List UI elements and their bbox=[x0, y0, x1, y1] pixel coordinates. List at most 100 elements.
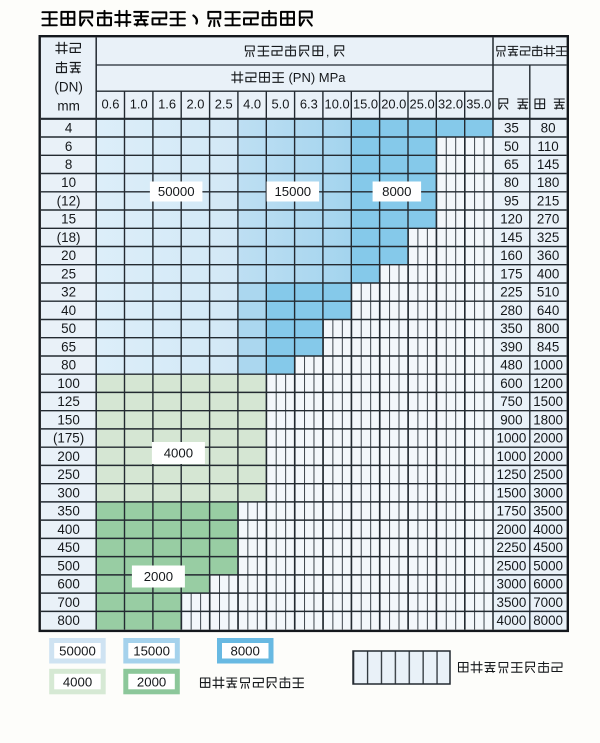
svg-text:360: 360 bbox=[537, 248, 559, 263]
svg-text:4.0: 4.0 bbox=[243, 97, 261, 112]
svg-text:50: 50 bbox=[504, 139, 519, 154]
svg-text:mm: mm bbox=[57, 99, 80, 114]
svg-text:480: 480 bbox=[500, 358, 522, 373]
svg-text:325: 325 bbox=[537, 230, 559, 245]
svg-text:1750: 1750 bbox=[497, 504, 527, 519]
svg-text:4000: 4000 bbox=[533, 522, 563, 537]
svg-text:900: 900 bbox=[500, 412, 522, 427]
svg-text:1250: 1250 bbox=[497, 467, 527, 482]
svg-text:8000: 8000 bbox=[231, 644, 260, 659]
svg-text:2000: 2000 bbox=[533, 431, 563, 446]
svg-text:270: 270 bbox=[537, 212, 559, 227]
svg-text:350: 350 bbox=[57, 504, 79, 519]
svg-text:4000: 4000 bbox=[164, 446, 193, 461]
svg-text:100: 100 bbox=[57, 376, 79, 391]
svg-text:2250: 2250 bbox=[497, 540, 527, 555]
svg-text:150: 150 bbox=[57, 412, 79, 427]
svg-text:1000: 1000 bbox=[533, 358, 563, 373]
svg-text:600: 600 bbox=[57, 577, 79, 592]
svg-text:4000: 4000 bbox=[63, 674, 92, 689]
svg-text:175: 175 bbox=[500, 267, 522, 282]
svg-text:800: 800 bbox=[57, 613, 79, 628]
svg-text:50000: 50000 bbox=[158, 184, 195, 199]
svg-text:160: 160 bbox=[500, 248, 522, 263]
svg-text:1500: 1500 bbox=[497, 485, 527, 500]
svg-text:15000: 15000 bbox=[133, 644, 170, 659]
svg-text:6.3: 6.3 bbox=[300, 97, 318, 112]
svg-text:(175): (175) bbox=[53, 431, 84, 446]
svg-text:80: 80 bbox=[61, 358, 76, 373]
svg-text:120: 120 bbox=[500, 212, 522, 227]
svg-text:6000: 6000 bbox=[533, 577, 563, 592]
svg-text:4: 4 bbox=[65, 121, 73, 136]
svg-text:25.0: 25.0 bbox=[410, 97, 435, 112]
svg-text:1000: 1000 bbox=[497, 431, 527, 446]
svg-text:1500: 1500 bbox=[533, 394, 563, 409]
svg-text:145: 145 bbox=[500, 230, 522, 245]
svg-text:1800: 1800 bbox=[533, 412, 563, 427]
svg-text:0.6: 0.6 bbox=[101, 97, 119, 112]
svg-text:20: 20 bbox=[61, 248, 76, 263]
svg-text:750: 750 bbox=[500, 394, 522, 409]
svg-text:400: 400 bbox=[537, 267, 559, 282]
svg-text:5000: 5000 bbox=[533, 558, 563, 573]
svg-text:3000: 3000 bbox=[497, 577, 527, 592]
svg-text:215: 215 bbox=[537, 194, 559, 209]
svg-text:390: 390 bbox=[500, 339, 522, 354]
svg-text:250: 250 bbox=[57, 467, 79, 482]
svg-text:180: 180 bbox=[537, 175, 559, 190]
svg-text:(18): (18) bbox=[57, 230, 81, 245]
svg-text:3000: 3000 bbox=[533, 485, 563, 500]
svg-text:600: 600 bbox=[500, 376, 522, 391]
svg-text:8000: 8000 bbox=[382, 184, 411, 199]
svg-text:10: 10 bbox=[61, 175, 76, 190]
svg-text:450: 450 bbox=[57, 540, 79, 555]
svg-text:510: 510 bbox=[537, 285, 559, 300]
svg-text:4500: 4500 bbox=[533, 540, 563, 555]
svg-text:800: 800 bbox=[537, 321, 559, 336]
svg-text:2000: 2000 bbox=[533, 449, 563, 464]
svg-text:845: 845 bbox=[537, 339, 559, 354]
svg-text:640: 640 bbox=[537, 303, 559, 318]
svg-text:2000: 2000 bbox=[137, 674, 166, 689]
svg-text:,: , bbox=[326, 45, 329, 59]
svg-text:2.0: 2.0 bbox=[186, 97, 204, 112]
svg-text:110: 110 bbox=[537, 139, 558, 154]
svg-text:50: 50 bbox=[61, 321, 76, 336]
svg-text:(PN) MPa: (PN) MPa bbox=[288, 70, 346, 85]
svg-text:125: 125 bbox=[57, 394, 79, 409]
svg-text:40: 40 bbox=[61, 303, 76, 318]
svg-text:32: 32 bbox=[61, 285, 76, 300]
svg-text:80: 80 bbox=[504, 175, 519, 190]
svg-text:35.0: 35.0 bbox=[466, 97, 491, 112]
svg-text:4000: 4000 bbox=[497, 613, 527, 628]
svg-text:95: 95 bbox=[504, 194, 519, 209]
svg-text:2500: 2500 bbox=[497, 558, 527, 573]
svg-text:1.6: 1.6 bbox=[158, 97, 176, 112]
svg-text:(DN): (DN) bbox=[54, 80, 83, 95]
svg-text:2.5: 2.5 bbox=[215, 97, 233, 112]
svg-text:5.0: 5.0 bbox=[271, 97, 289, 112]
svg-text:15000: 15000 bbox=[274, 184, 311, 199]
svg-text:500: 500 bbox=[57, 558, 79, 573]
svg-text:8: 8 bbox=[65, 157, 72, 172]
svg-text:32.0: 32.0 bbox=[438, 97, 463, 112]
svg-text:2500: 2500 bbox=[533, 467, 563, 482]
svg-text:20.0: 20.0 bbox=[381, 97, 406, 112]
svg-text:400: 400 bbox=[57, 522, 79, 537]
svg-text:65: 65 bbox=[61, 339, 76, 354]
svg-text:280: 280 bbox=[500, 303, 522, 318]
svg-text:2000: 2000 bbox=[497, 522, 527, 537]
svg-text:15.0: 15.0 bbox=[353, 97, 378, 112]
svg-text:1.0: 1.0 bbox=[130, 97, 148, 112]
svg-text:300: 300 bbox=[57, 485, 79, 500]
svg-text:80: 80 bbox=[541, 121, 556, 136]
svg-text:50000: 50000 bbox=[59, 644, 96, 659]
svg-text:1200: 1200 bbox=[533, 376, 563, 391]
svg-text:25: 25 bbox=[61, 267, 76, 282]
svg-text:200: 200 bbox=[57, 449, 79, 464]
svg-text:2000: 2000 bbox=[144, 569, 173, 584]
svg-text:(12): (12) bbox=[57, 194, 81, 209]
svg-text:225: 225 bbox=[500, 285, 522, 300]
svg-text:15: 15 bbox=[61, 212, 76, 227]
